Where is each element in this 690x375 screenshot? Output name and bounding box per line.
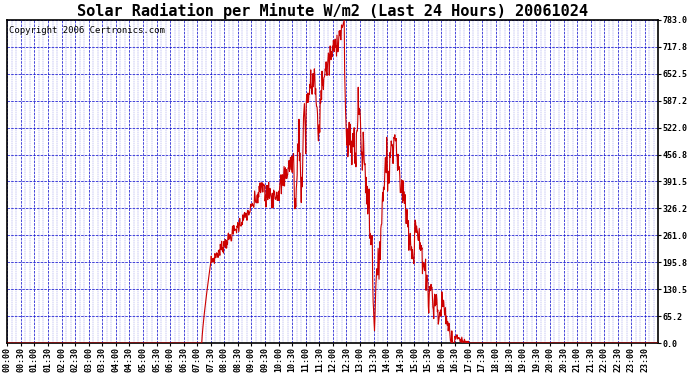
Text: Copyright 2006 Certronics.com: Copyright 2006 Certronics.com	[8, 26, 164, 35]
Title: Solar Radiation per Minute W/m2 (Last 24 Hours) 20061024: Solar Radiation per Minute W/m2 (Last 24…	[77, 3, 588, 19]
